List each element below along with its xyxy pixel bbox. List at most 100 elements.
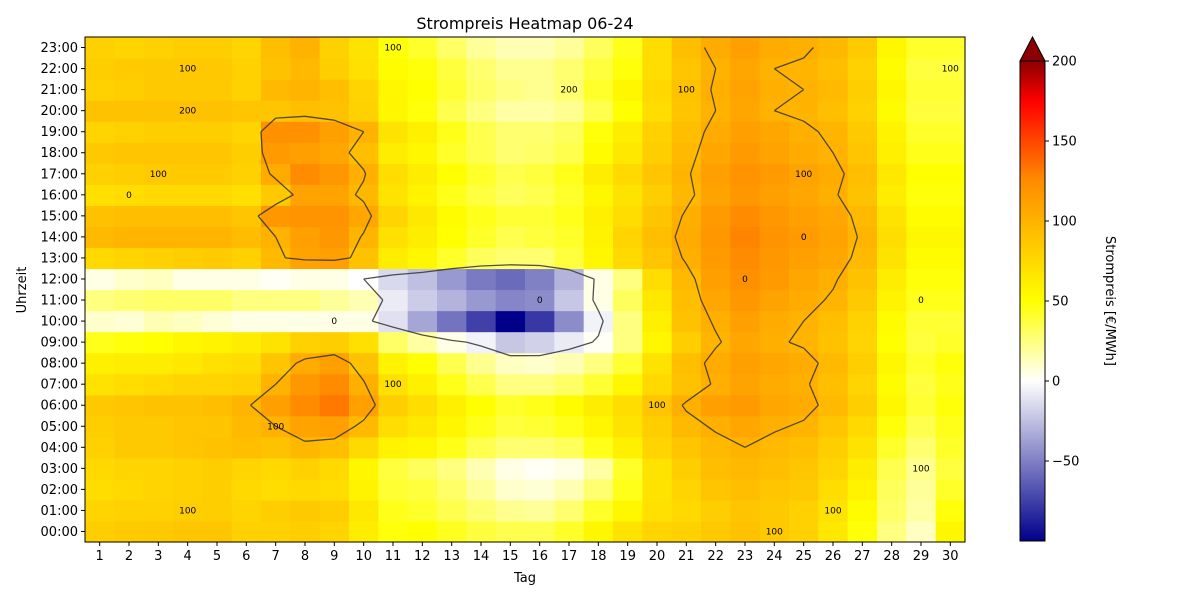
heatmap-cell <box>642 373 673 396</box>
heatmap-cell <box>583 457 614 480</box>
heatmap-cell <box>818 394 849 417</box>
heatmap-cell <box>495 436 526 459</box>
heatmap-cell <box>642 247 673 270</box>
heatmap-cell <box>671 121 702 143</box>
heatmap-cell <box>847 121 878 143</box>
heatmap-cell <box>525 247 555 270</box>
heatmap-cell <box>437 520 467 543</box>
heatmap-cell <box>701 352 731 375</box>
heatmap-cell <box>701 499 731 522</box>
heatmap-cell <box>906 331 937 354</box>
heatmap-cell <box>935 58 966 80</box>
heatmap-cell <box>202 226 233 249</box>
heatmap-cell <box>818 520 849 543</box>
heatmap-cell <box>759 520 790 543</box>
colorbar-extend-arrow <box>1019 35 1046 62</box>
heatmap-cell <box>495 79 526 101</box>
heatmap-cell <box>730 499 761 522</box>
heatmap-cell <box>202 58 233 80</box>
heatmap-cell <box>231 310 262 333</box>
heatmap-cell <box>730 310 761 333</box>
y-tick-label: 11:00 <box>41 294 78 309</box>
heatmap-cell <box>407 205 438 227</box>
heatmap-cell <box>935 520 966 543</box>
heatmap-cell <box>642 79 673 101</box>
y-tick-label: 08:00 <box>41 357 78 372</box>
heatmap-cell <box>789 247 819 270</box>
heatmap-cell <box>319 163 350 185</box>
heatmap-cell <box>85 520 115 543</box>
heatmap-cell <box>290 478 321 501</box>
heatmap-cell <box>759 478 790 501</box>
heatmap-cell <box>671 37 702 59</box>
contour-label: 0 <box>742 275 748 285</box>
heatmap-cell <box>847 331 878 354</box>
heatmap-cell <box>554 457 585 480</box>
contour-label: 100 <box>179 65 196 75</box>
heatmap-cell <box>701 121 731 143</box>
heatmap-cell <box>935 226 966 249</box>
contour-label: 100 <box>912 464 929 474</box>
heatmap-cell <box>583 415 614 438</box>
heatmap-cell <box>378 331 409 354</box>
heatmap-cell <box>730 58 761 80</box>
heatmap-cell <box>554 415 585 438</box>
heatmap-cell <box>466 436 497 459</box>
heatmap-cell <box>759 289 790 312</box>
heatmap-cell <box>290 520 321 543</box>
heatmap-cell <box>143 415 174 438</box>
heatmap-cell <box>114 100 145 122</box>
colorbar: 200 150 100 50 0 −50 <box>1019 35 1079 542</box>
heatmap-cell <box>847 373 878 396</box>
heatmap-cell <box>495 142 526 164</box>
heatmap-cell <box>789 58 819 80</box>
y-axis-ticks: 00:00 01:00 02:00 03:00 04:00 05:00 06:00 07:00… <box>41 41 85 540</box>
heatmap-cell <box>85 268 115 291</box>
heatmap-cell <box>231 121 262 143</box>
heatmap-cell <box>437 352 467 375</box>
heatmap-cell <box>85 247 115 270</box>
heatmap-cell <box>789 226 819 249</box>
y-tick-label: 21:00 <box>41 83 78 98</box>
heatmap-cell <box>642 226 673 249</box>
heatmap-cell <box>261 58 291 80</box>
heatmap-cell <box>701 205 731 227</box>
x-tick-label: 24 <box>766 549 783 564</box>
contour-label: 100 <box>648 401 665 411</box>
heatmap-cell <box>554 100 585 122</box>
heatmap-cell <box>261 457 291 480</box>
heatmap-cell <box>466 289 497 312</box>
heatmap-cell <box>378 268 409 291</box>
heatmap-cell <box>818 247 849 270</box>
heatmap-cell <box>378 352 409 375</box>
contour-label: 100 <box>824 506 841 516</box>
heatmap-cell <box>173 415 203 438</box>
heatmap-cell <box>642 268 673 291</box>
heatmap-cell <box>349 247 379 270</box>
heatmap-cell <box>173 163 203 185</box>
heatmap-cell <box>290 310 321 333</box>
heatmap-cell <box>290 457 321 480</box>
heatmap-cell <box>407 415 438 438</box>
heatmap-cell <box>202 268 233 291</box>
heatmap-cell <box>906 289 937 312</box>
heatmap-cell <box>525 100 555 122</box>
heatmap-cell <box>525 79 555 101</box>
heatmap-cell <box>437 331 467 354</box>
heatmap-cell <box>437 289 467 312</box>
heatmap-cell <box>613 58 643 80</box>
heatmap-cell <box>701 247 731 270</box>
heatmap-cell <box>173 478 203 501</box>
heatmap-cell <box>789 478 819 501</box>
heatmap-cell <box>671 79 702 101</box>
heatmap-cell <box>671 373 702 396</box>
x-tick-label: 14 <box>473 549 490 564</box>
heatmap-cell <box>935 436 966 459</box>
heatmap-cell <box>642 142 673 164</box>
heatmap-cell <box>85 352 115 375</box>
heatmap-cell <box>583 247 614 270</box>
heatmap-cell <box>583 37 614 59</box>
heatmap-cell <box>407 478 438 501</box>
heatmap-cell <box>173 100 203 122</box>
heatmap-cell <box>173 184 203 206</box>
